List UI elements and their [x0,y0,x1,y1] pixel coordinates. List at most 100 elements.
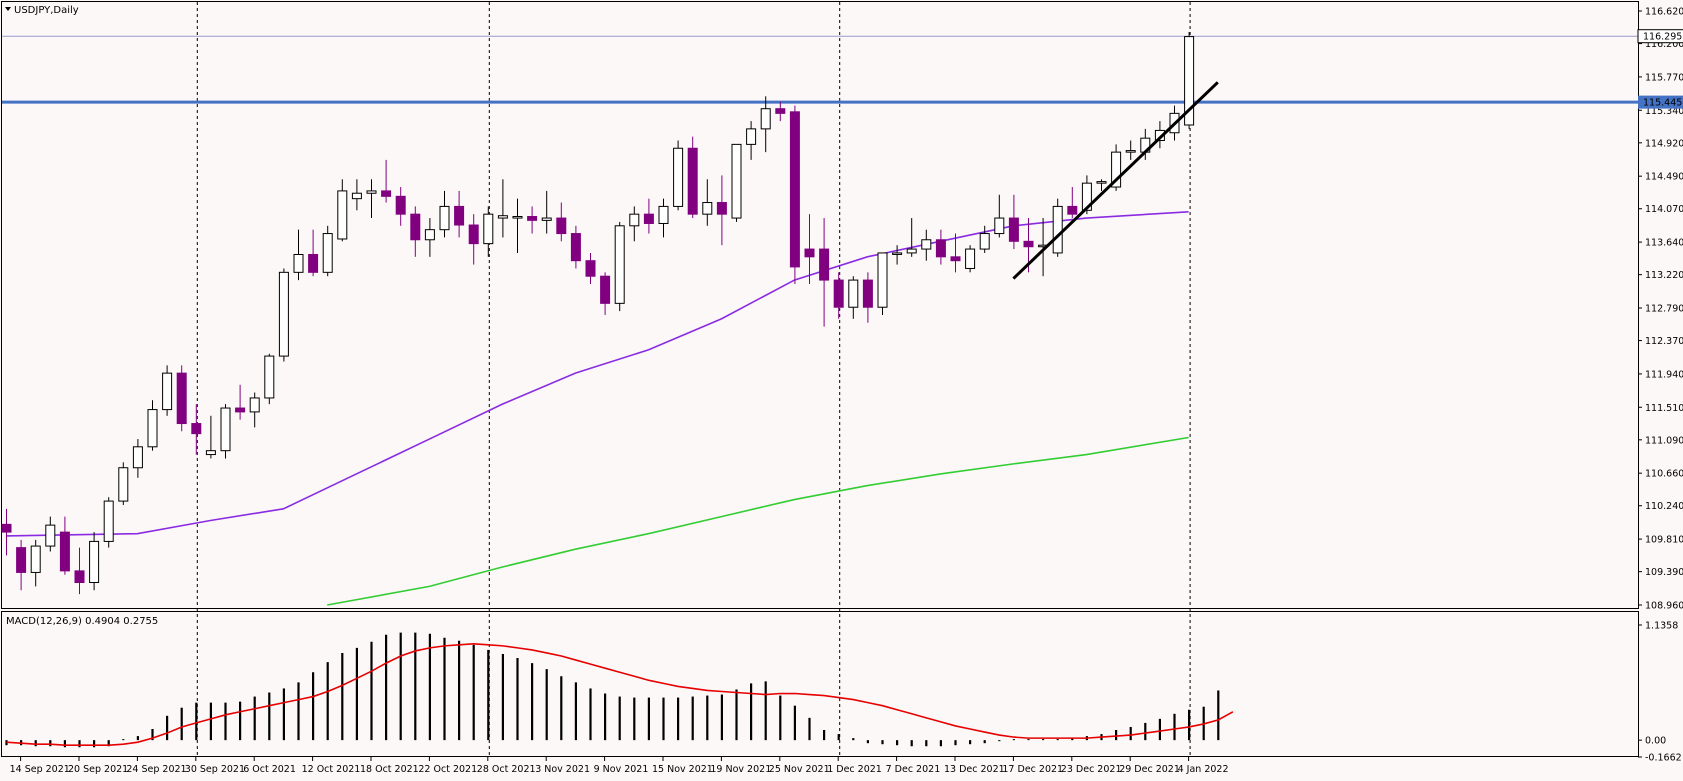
candle [994,194,1005,238]
candle [862,272,873,323]
price-axis: 116.620 116.200 115.770 115.340 114.920 114.4… [1638,7,1683,612]
candle [775,101,786,122]
candle-body [746,128,757,145]
price-tick-label: 114.070 [1645,204,1683,215]
time-tick-label: 15 Nov 2021 [652,764,713,775]
candle [278,268,289,362]
vertical-separators [196,2,1191,756]
candle [1052,198,1063,257]
candle [673,140,684,211]
candle-body [381,190,392,197]
candle-body [877,252,888,308]
candle-body [147,409,158,448]
candle [848,276,859,319]
candle-body [264,355,275,399]
slow-moving-average [327,436,1189,606]
price-tick-label: 108.960 [1645,601,1683,612]
candle-body [1081,182,1092,211]
candle [235,384,246,420]
price-tick-label: 112.370 [1645,336,1683,347]
level-price-badge-box [1638,95,1683,109]
candle [205,415,216,459]
candle [804,214,815,284]
level-price-badge: 115.445 [1638,95,1683,109]
candle-body [468,224,479,245]
candle [819,218,830,327]
candle-body [527,215,538,221]
current-price-badge: 116.295 [1637,29,1683,44]
candle [351,179,362,211]
candle-body [643,213,654,224]
candle [1067,187,1078,219]
candle [892,245,903,265]
candle-body [205,450,216,456]
time-tick-label: 17 Dec 2021 [1002,764,1063,775]
candle [264,353,275,405]
macd-tick-label: -0.1662 [1645,753,1682,764]
candle-body [293,253,304,273]
candle [541,190,552,234]
candle-body [351,192,362,200]
candle-body [965,248,976,269]
candle [74,547,85,595]
candle [643,198,654,234]
candle-body [570,233,581,262]
candle-body [162,372,173,411]
price-tick-label: 111.510 [1645,403,1683,414]
triangle-down-icon[interactable] [5,7,11,11]
candle-body [541,217,552,221]
candle [191,404,202,455]
candle-body [337,190,348,240]
candle-body [731,143,742,219]
candle [89,532,100,591]
candle [760,96,771,153]
price-tick-label: 115.770 [1645,72,1683,83]
time-tick-label: 4 Jan 2022 [1178,764,1229,775]
candle [468,214,479,265]
candle [658,198,669,238]
candle-body [1052,205,1063,254]
current-price-label: 116.295 [1643,32,1682,43]
macd-signal-line [6,643,1234,747]
candle [746,121,757,160]
price-tick-label: 111.090 [1645,435,1683,446]
candle [162,365,173,416]
time-tick-label: 25 Nov 2021 [769,764,830,775]
candle-body [454,205,465,226]
candle [1096,179,1107,191]
candle-body [1125,150,1136,153]
fast-moving-average [5,211,1189,537]
candle [527,206,538,234]
candle-body [249,397,260,413]
candle-body [89,540,100,584]
trendline[interactable] [1012,81,1219,280]
price-tick-label: 112.790 [1645,304,1683,315]
candle-body [775,108,786,114]
candle [1008,194,1019,250]
candle [337,179,348,242]
candle [512,198,523,253]
candle [220,404,231,459]
time-tick-label: 30 Sep 2021 [185,764,245,775]
candle [410,206,421,257]
time-tick-label: 29 Dec 2021 [1119,764,1180,775]
time-tick-label: 20 Sep 2021 [68,764,128,775]
candle-body [892,252,903,255]
candle-body [629,213,640,227]
candle [600,272,611,315]
candle-body [1184,36,1195,126]
price-panel-frame [1,1,1639,609]
candle-body [366,190,377,194]
candle [979,225,990,253]
candle-body [950,256,961,262]
candle [439,190,450,238]
candle [176,365,187,432]
candle-body [614,225,625,304]
candle-body [424,229,435,241]
candle [366,179,377,219]
candle-body [1096,181,1107,184]
candle [702,179,713,226]
candle [906,218,917,257]
